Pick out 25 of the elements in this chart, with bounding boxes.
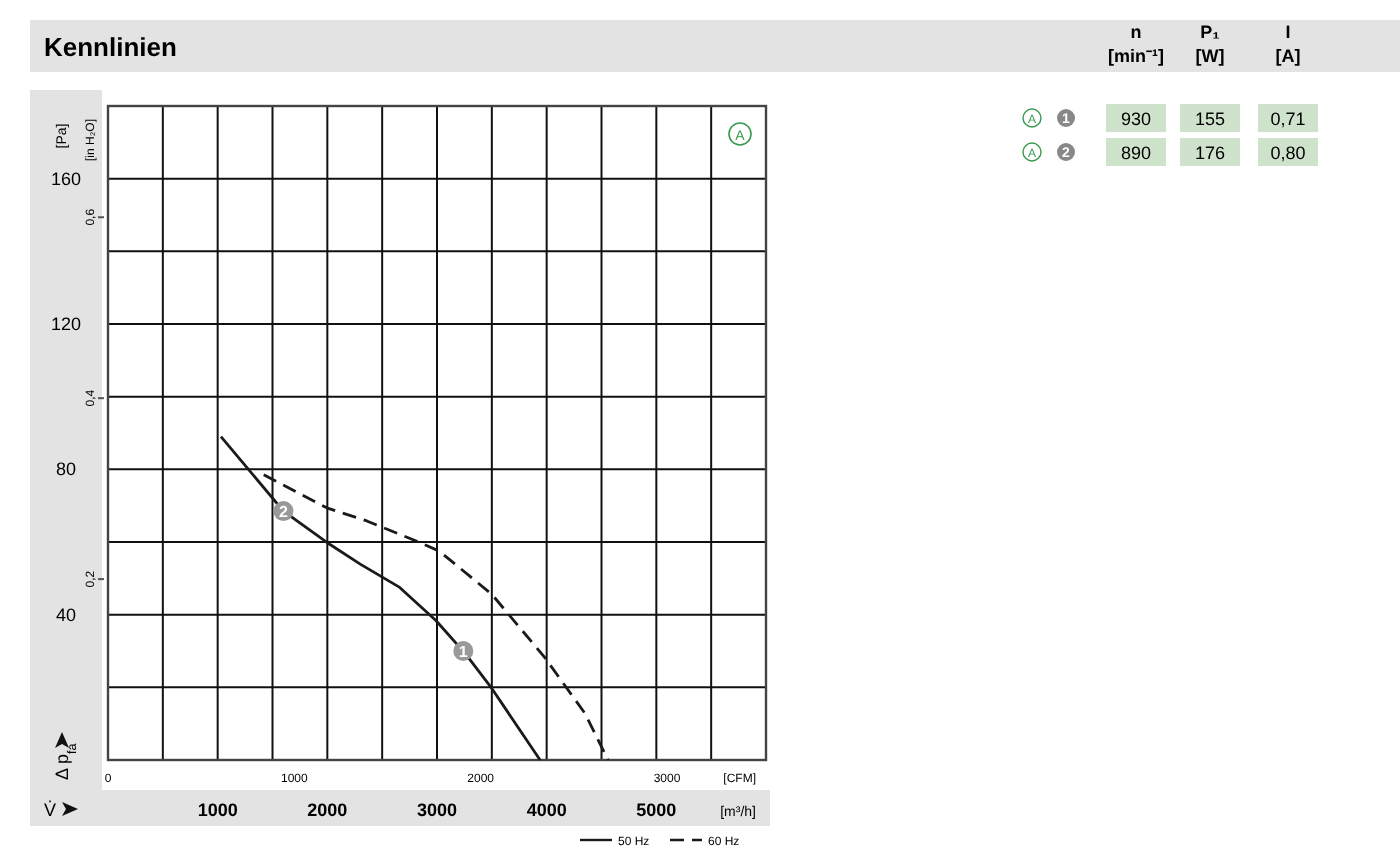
annotation: 1 — [458, 643, 469, 661]
x-tick-label: 2000 — [307, 800, 348, 820]
text: P₁ — [1200, 22, 1221, 42]
annotation: 2 — [279, 503, 290, 522]
y-tick-label: 40 — [55, 604, 77, 625]
x-tick-label: 4000 — [526, 800, 567, 820]
text: V̇ — [44, 799, 57, 820]
text: [A] — [1275, 46, 1301, 66]
x-tick-label: 1000 — [197, 800, 238, 820]
text: 930 — [1120, 109, 1152, 129]
y-tick-label: 120 — [50, 314, 82, 334]
text: 0,80 — [1270, 143, 1306, 163]
y-tick-label: 80 — [55, 459, 77, 480]
text: [W] — [1195, 46, 1225, 66]
text: 176 — [1194, 143, 1226, 163]
x-tick-label: 3000 — [416, 800, 458, 820]
text: 890 — [1120, 143, 1152, 163]
text: 155 — [1194, 109, 1226, 129]
chart-title: Kennlinien — [44, 32, 178, 62]
text: [min⁻¹] — [1108, 46, 1164, 66]
text: n — [1130, 22, 1142, 42]
text: 0,71 — [1270, 109, 1306, 129]
y-tick-label: 160 — [50, 168, 82, 189]
text: I — [1285, 22, 1291, 42]
x-tick-label: 5000 — [636, 800, 677, 820]
